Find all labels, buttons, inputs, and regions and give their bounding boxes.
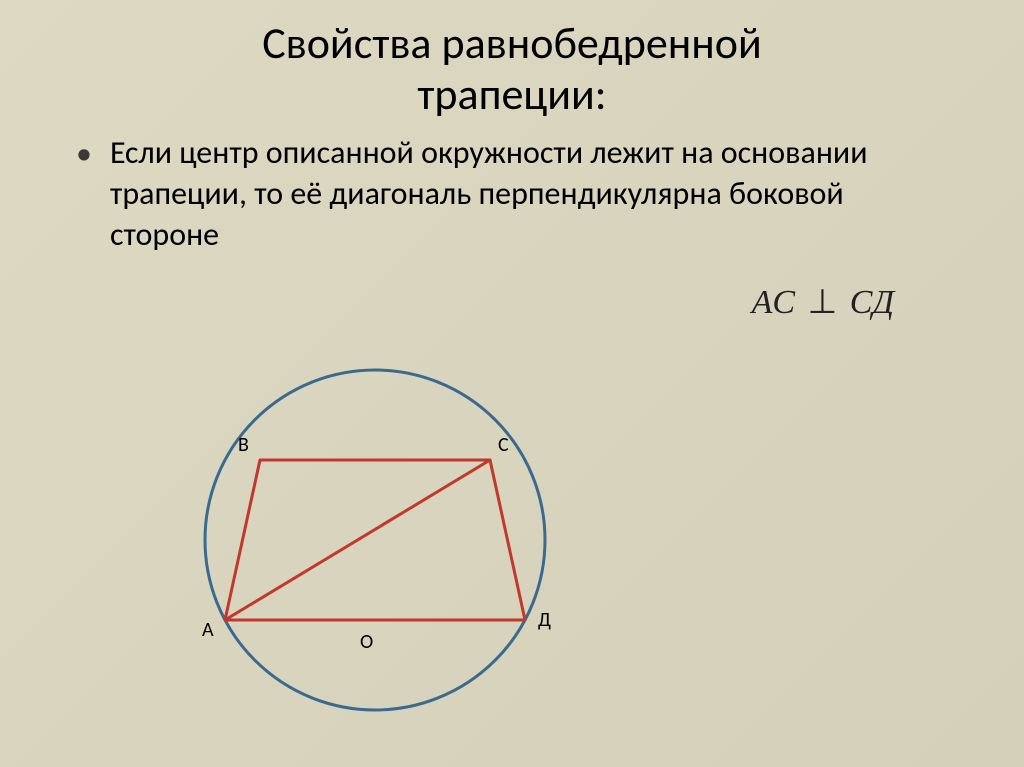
formula-right: CД (850, 284, 894, 321)
label-d: Д (538, 608, 551, 632)
bullet-item: • Если центр описанной окружности лежит … (70, 133, 954, 256)
title-line-2: трапеции: (417, 67, 606, 121)
bullet-marker: • (76, 133, 92, 175)
trapezoid-shape (225, 460, 525, 620)
circumscribed-circle (205, 370, 545, 710)
bullet-text: Если центр описанной окружности лежит на… (110, 133, 954, 256)
slide-body: • Если центр описанной окружности лежит … (0, 119, 1024, 256)
formula-left: AC (752, 284, 795, 321)
diagonal-ac (225, 460, 490, 620)
perpendicular-formula: AC ⊥ CД (752, 282, 894, 322)
label-b: В (238, 433, 249, 457)
label-a: А (202, 618, 214, 642)
label-c: С (498, 433, 509, 457)
label-o: О (360, 630, 373, 654)
perp-symbol: ⊥ (804, 284, 842, 321)
slide-title: Свойства равнобедренной трапеции: (0, 0, 1024, 119)
geometry-diagram: А В С Д О (150, 330, 600, 750)
diagram-svg (150, 330, 600, 750)
title-line-1: Свойства равнобедренной (262, 16, 762, 70)
